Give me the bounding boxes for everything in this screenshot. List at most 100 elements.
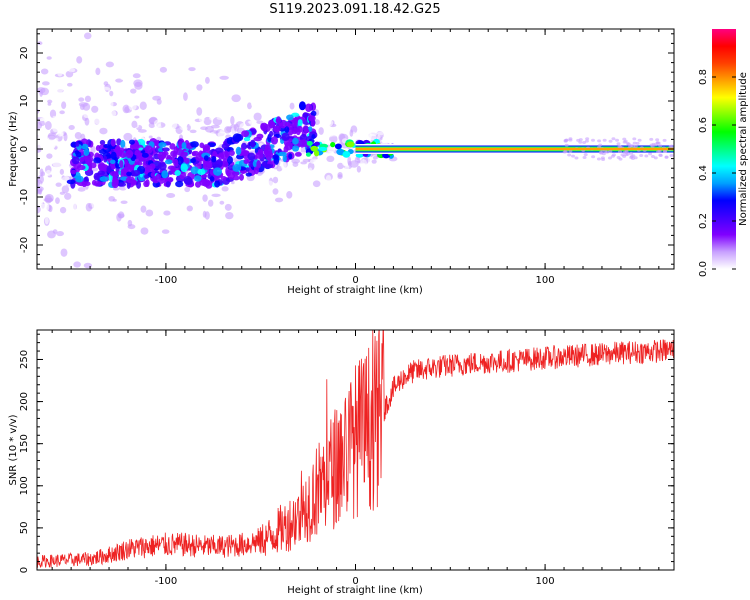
heatmap-cell <box>108 99 114 109</box>
heatmap-cell <box>214 180 221 188</box>
heatmap-cell <box>596 157 601 161</box>
heatmap-cell <box>83 32 92 40</box>
heatmap-cell <box>269 130 274 137</box>
heatmap-cell <box>100 86 111 91</box>
heatmap-cell <box>356 165 362 173</box>
heatmap-cell <box>50 57 58 61</box>
heatmap-cell <box>597 139 602 143</box>
heatmap-cell <box>134 110 143 117</box>
heatmap-cell <box>145 82 155 86</box>
heatmap-cell <box>85 202 93 212</box>
heatmap-cell <box>67 82 73 87</box>
heatmap-cell <box>98 165 105 172</box>
heatmap-cell <box>600 156 605 160</box>
heatmap-cell <box>294 180 301 187</box>
heatmap-cell <box>305 152 312 157</box>
snr-y-tick-label: 150 <box>19 434 30 453</box>
heatmap-cell <box>662 138 667 142</box>
heatmap-cell <box>342 150 351 158</box>
heatmap-cell <box>159 107 168 116</box>
heatmap-cell <box>115 78 123 83</box>
heatmap-cell <box>318 175 325 181</box>
heatmap-cell <box>256 101 265 106</box>
heatmap-cell <box>292 137 299 145</box>
heatmap-cell <box>383 131 392 141</box>
heatmap-cell <box>639 154 644 158</box>
heatmap-y-tick-label: 0 <box>19 146 30 152</box>
heatmap-cell <box>617 150 622 154</box>
heatmap-cell <box>360 159 368 169</box>
heatmap-cell <box>71 115 80 123</box>
heatmap-cell <box>590 138 595 142</box>
heatmap-cell <box>286 191 293 199</box>
heatmap-cell <box>159 66 168 73</box>
heatmap-cell <box>297 125 303 133</box>
heatmap-cell <box>664 155 669 159</box>
heatmap-cell <box>603 149 608 153</box>
heatmap-cell <box>75 175 84 183</box>
heatmap-cell <box>658 153 663 157</box>
heatmap-cell <box>311 134 316 140</box>
heatmap-cell <box>134 81 143 90</box>
heatmap-cell <box>54 142 63 147</box>
heatmap-cell <box>318 127 324 135</box>
heatmap-cell <box>190 158 196 164</box>
heatmap-cell <box>104 75 110 82</box>
heatmap-cell <box>608 156 613 160</box>
heatmap-cell <box>576 138 581 142</box>
heatmap-cell <box>326 155 335 163</box>
heatmap-cell <box>152 177 160 184</box>
heatmap-cell <box>39 229 44 239</box>
heatmap-cell <box>300 161 307 165</box>
heatmap-cell <box>240 190 249 194</box>
heatmap-cell <box>210 124 220 129</box>
heatmap-cell <box>117 182 127 187</box>
heatmap-cell <box>71 156 80 165</box>
heatmap-cell <box>162 151 169 156</box>
heatmap-cell <box>200 72 208 78</box>
heatmap-cell <box>161 229 170 234</box>
heatmap-cell <box>282 154 287 163</box>
heatmap-cell <box>125 149 134 159</box>
heatmap-cell <box>649 137 654 141</box>
heatmap-cell <box>149 163 156 170</box>
heatmap-cell <box>624 150 629 154</box>
heatmap-cell <box>134 159 140 166</box>
heatmap-cell <box>314 141 320 146</box>
colorbar-ticks: 0.0 0.2 0.4 0.6 0.8 <box>698 69 736 277</box>
heatmap-cell <box>41 81 50 86</box>
heatmap-cell <box>112 119 119 129</box>
heatmap-cell <box>130 88 137 94</box>
heatmap-cell <box>293 118 298 127</box>
heatmap-cell <box>148 135 153 139</box>
heatmap-x-tick-label: -100 <box>155 275 178 286</box>
heatmap-cell <box>284 126 290 134</box>
heatmap-cell <box>93 172 100 181</box>
heatmap-cell <box>250 139 256 148</box>
colorbar-tick-label: 0.8 <box>698 69 709 85</box>
heatmap-cell <box>60 248 68 257</box>
heatmap-cell <box>219 200 225 205</box>
heatmap-cell <box>77 187 86 192</box>
heatmap-cell <box>262 95 269 102</box>
heatmap-cell <box>101 119 107 128</box>
heatmap-cell <box>222 161 229 168</box>
heatmap-cell <box>124 225 129 229</box>
heatmap-cell <box>188 120 196 127</box>
heatmap-cell <box>132 243 138 247</box>
heatmap-cell <box>47 99 53 104</box>
heatmap-cell <box>250 101 255 107</box>
heatmap-cell <box>125 176 135 184</box>
heatmap-cell <box>83 112 92 119</box>
heatmap-cell <box>122 104 130 114</box>
heatmap-cell <box>128 102 137 111</box>
heatmap-cell <box>110 138 116 147</box>
heatmap-cell <box>284 141 293 151</box>
heatmap-cell <box>197 96 205 102</box>
heatmap-cell <box>275 116 282 124</box>
heatmap-cell <box>164 177 174 183</box>
heatmap-cell <box>196 107 203 116</box>
heatmap-cell <box>37 134 41 139</box>
heatmap-cell <box>47 132 57 140</box>
